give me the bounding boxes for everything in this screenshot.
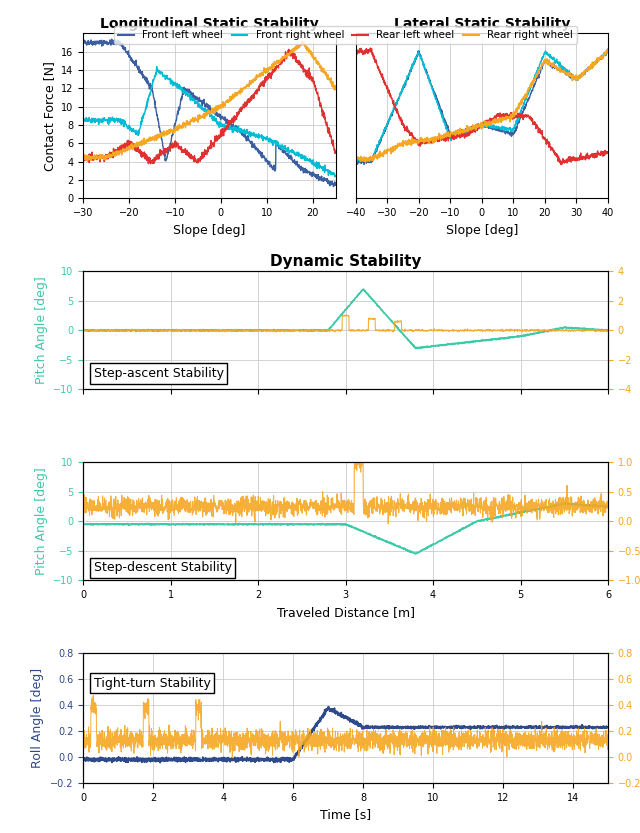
X-axis label: Time [s]: Time [s] [320,808,371,821]
Text: Step-ascent Stability: Step-ascent Stability [93,367,224,380]
X-axis label: Slope [deg]: Slope [deg] [445,224,518,237]
Title: Dynamic Stability: Dynamic Stability [270,254,421,269]
Y-axis label: Contact Force [N]: Contact Force [N] [42,61,56,171]
Y-axis label: Roll Angle [deg]: Roll Angle [deg] [31,668,44,768]
X-axis label: Slope [deg]: Slope [deg] [173,224,246,237]
X-axis label: Traveled Distance [m]: Traveled Distance [m] [276,606,415,619]
Y-axis label: Pitch Angle [deg]: Pitch Angle [deg] [35,277,47,384]
Legend: Front left wheel, Front right wheel, Rear left wheel, Rear right wheel: Front left wheel, Front right wheel, Rea… [115,26,577,44]
Title: Lateral Static Stability: Lateral Static Stability [394,17,570,31]
Text: Step-descent Stability: Step-descent Stability [93,561,232,575]
Y-axis label: G-force: G-force [636,307,640,353]
Text: Tight-turn Stability: Tight-turn Stability [93,676,211,690]
Title: Longitudinal Static Stability: Longitudinal Static Stability [100,17,319,31]
Y-axis label: Pitch Angle [deg]: Pitch Angle [deg] [35,467,47,576]
